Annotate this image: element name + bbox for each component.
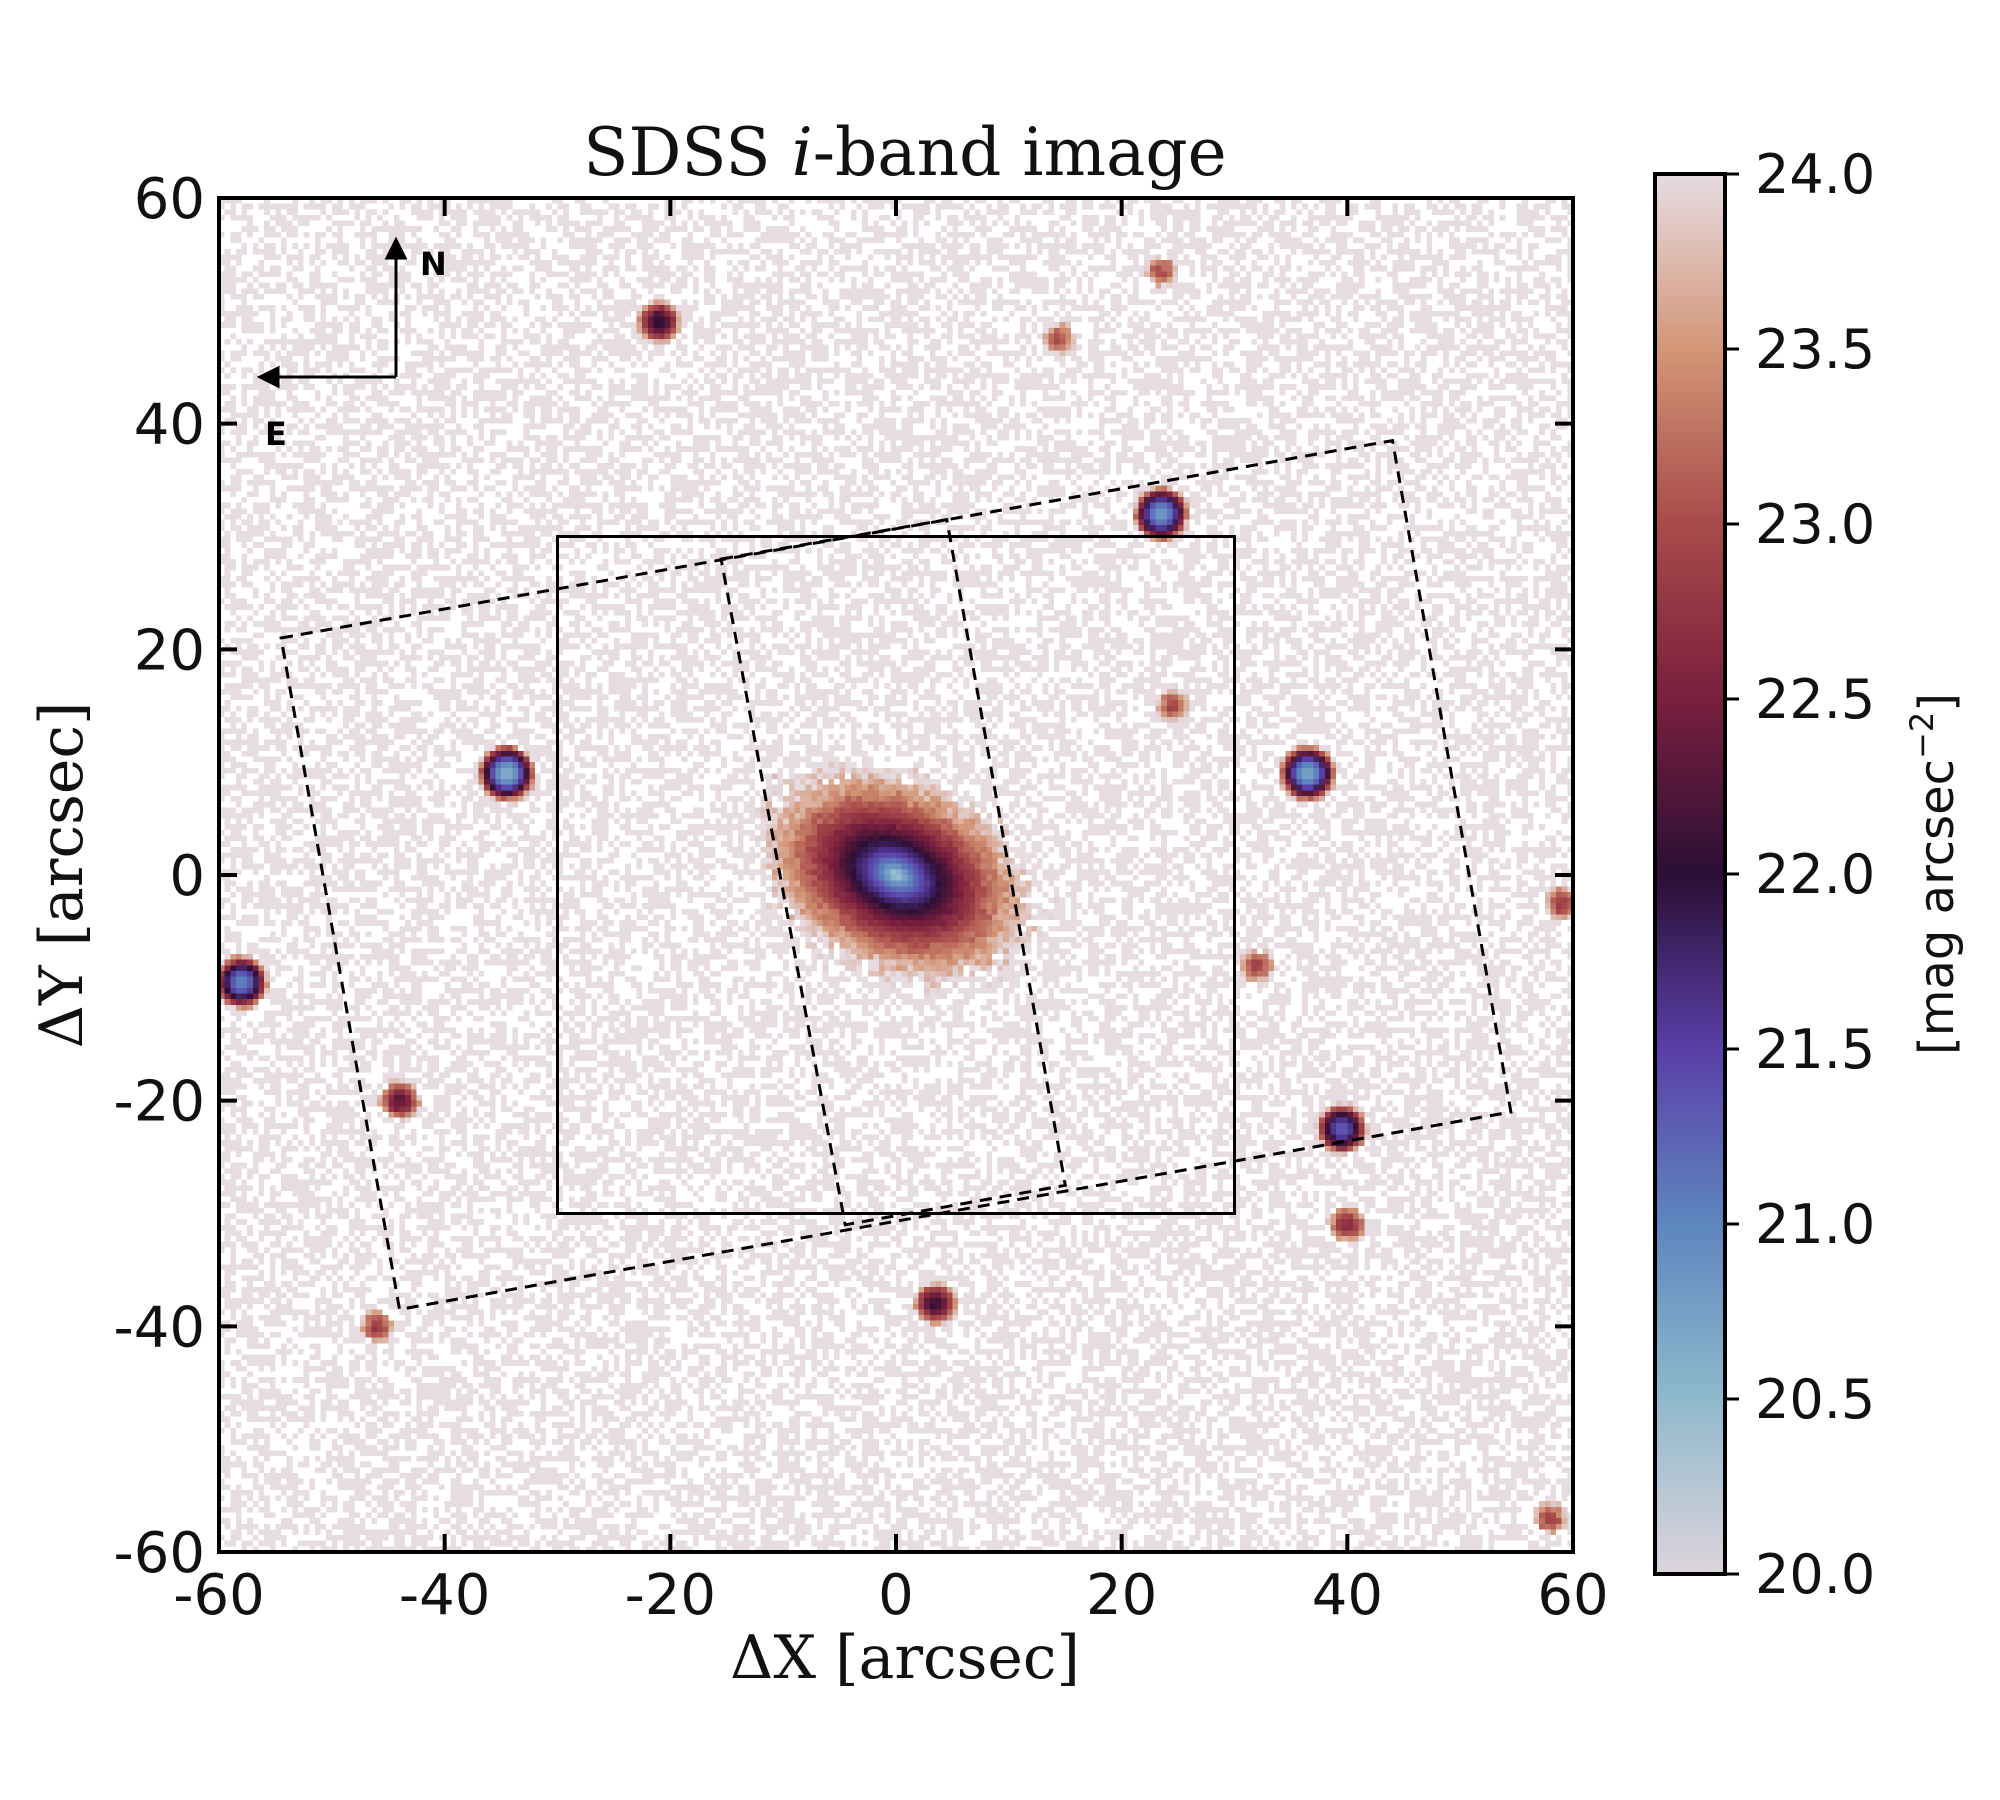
- y-tick-label: 40: [134, 393, 205, 458]
- colorbar-label-close: ]: [1909, 693, 1965, 712]
- image-panel: [219, 198, 1573, 1552]
- y-tick-label: 60: [134, 167, 205, 232]
- sky-image: [219, 198, 1573, 1552]
- dashed-inner-strip: [719, 517, 1068, 1227]
- compass-east-label: E: [265, 415, 287, 453]
- colorbar: [1653, 172, 1727, 1576]
- solid-square-field: [556, 535, 1236, 1215]
- colorbar-tick-label: 22.0: [1755, 843, 1875, 906]
- y-tick-label: -40: [114, 1295, 205, 1360]
- colorbar-label: [mag arcsec−2]: [1903, 693, 1965, 1055]
- y-tick-label: 20: [134, 618, 205, 683]
- x-tick-label: -20: [625, 1563, 716, 1628]
- colorbar-tick-label: 23.5: [1755, 318, 1875, 381]
- y-axis-label: ΔY [arcsec]: [27, 702, 97, 1049]
- colorbar-label-text: [mag arcsec: [1909, 759, 1965, 1055]
- compass-east-arrowhead: [256, 365, 280, 389]
- chart-title: SDSS i-band image: [583, 114, 1226, 191]
- plot-frame: [217, 196, 1575, 1554]
- colorbar-ticks: 20.0 20.5 21.0 21.5 22.0 22.5 23.0 23.5 24.0: [1725, 143, 1875, 1606]
- x-tick-label: -40: [399, 1563, 490, 1628]
- axes: -60 -40 -20 0 20 40 60 -60 -40 -20 0 20 40 60: [114, 167, 1609, 1628]
- colorbar-tick-label: 21.0: [1755, 1193, 1875, 1256]
- y-tick-label: 0: [169, 844, 205, 909]
- y-tick-label: -20: [114, 1070, 205, 1135]
- x-tick-label: 0: [878, 1563, 914, 1628]
- dashed-wide-field: [279, 438, 1513, 1312]
- y-tick-label: -60: [114, 1521, 205, 1586]
- colorbar-tick-label: 23.0: [1755, 493, 1875, 556]
- x-axis-label: ΔX [arcsec]: [730, 1623, 1080, 1693]
- title-italic: i: [792, 114, 813, 191]
- compass-north-label: N: [420, 245, 447, 283]
- colorbar-tick-label: 20.0: [1755, 1543, 1875, 1606]
- x-tick-label: -60: [173, 1563, 264, 1628]
- colorbar-tick-label: 20.5: [1755, 1368, 1875, 1431]
- x-tick-label: 20: [1086, 1563, 1157, 1628]
- colorbar-tick-label: 22.5: [1755, 668, 1875, 731]
- colorbar-label-exponent: −2: [1903, 712, 1941, 759]
- colorbar-tick-label: 24.0: [1755, 143, 1875, 206]
- compass: [256, 236, 408, 389]
- colorbar-tick-label: 21.5: [1755, 1018, 1875, 1081]
- field-overlays: [279, 438, 1513, 1312]
- title-suffix: -band image: [813, 114, 1227, 191]
- compass-north-arrowhead: [384, 236, 408, 260]
- title-prefix: SDSS: [583, 114, 791, 191]
- x-tick-label: 40: [1312, 1563, 1383, 1628]
- x-tick-label: 60: [1537, 1563, 1608, 1628]
